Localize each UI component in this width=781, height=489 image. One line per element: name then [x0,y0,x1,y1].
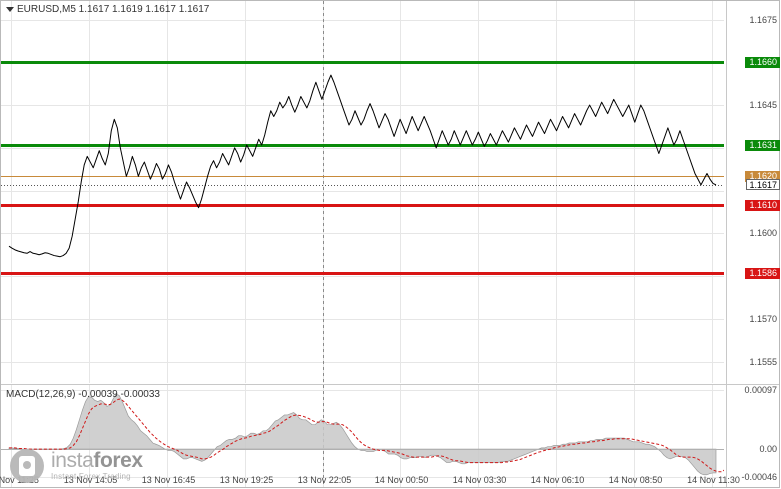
price-axis-tick: 1.1555 [749,356,777,367]
instaforex-logo-icon [10,449,44,483]
time-axis-tick: 14 Nov 00:50 [374,475,429,485]
triangle-down-icon[interactable] [6,6,14,12]
symbol-label: EURUSD,M5 1.1617 1.1619 1.1617 1.1617 [17,4,210,15]
price-axis-tick: 1.1570 [749,313,777,324]
watermark-tagline: Instant Forex Trading [51,472,131,482]
price-plot [1,1,724,383]
macd-plot [1,385,724,487]
price-pane[interactable] [1,1,724,383]
time-axis-tick: 14 Nov 06:10 [530,475,585,485]
level-tag-1.1610: 1.1610 [745,199,780,211]
current-price-tag: 1.1617 [746,178,780,190]
time-axis-tick: 13 Nov 19:25 [219,475,274,485]
macd-pane[interactable] [1,385,724,487]
watermark: instaforex Instant Forex Trading [10,449,143,483]
macd-indicator-label: MACD(12,26,9) -0.00039 -0.00033 [6,389,160,400]
watermark-brand-prefix: insta [51,449,94,473]
level-tag-1.1586: 1.1586 [745,268,780,280]
watermark-brand-suffix: forex [93,449,143,473]
level-tag-1.1631: 1.1631 [745,139,780,151]
time-axis-tick: 14 Nov 03:30 [452,475,507,485]
level-tag-1.1660: 1.1660 [745,57,780,69]
time-axis-tick: 13 Nov 16:45 [141,475,196,485]
watermark-title: instaforex [51,450,143,472]
time-axis-tick: 14 Nov 11:30 [687,475,740,485]
macd-axis-tick: 0.00097 [744,384,777,395]
price-axis-tick: 1.1645 [749,100,777,111]
level-tag-1.1620: 1.1620 [745,171,780,183]
price-axis-tick: 1.1600 [749,228,777,239]
time-axis-tick: 13 Nov 22:05 [297,475,352,485]
price-axis[interactable]: 1.1675 1.1660 1.1645 1.1600 1.1570 1.1555 0.00… [726,1,781,487]
price-axis-tick: 1.1675 [749,14,777,25]
macd-axis-tick: -0.00046 [741,472,777,483]
time-axis-tick: 14 Nov 08:50 [608,475,663,485]
macd-axis-tick: 0.00 [759,444,777,455]
symbol-header[interactable]: EURUSD,M5 1.1617 1.1619 1.1617 1.1617 [6,4,209,15]
pane-separator [1,384,779,385]
time-axis-tick: 13 Nov 14:05 [63,475,118,485]
